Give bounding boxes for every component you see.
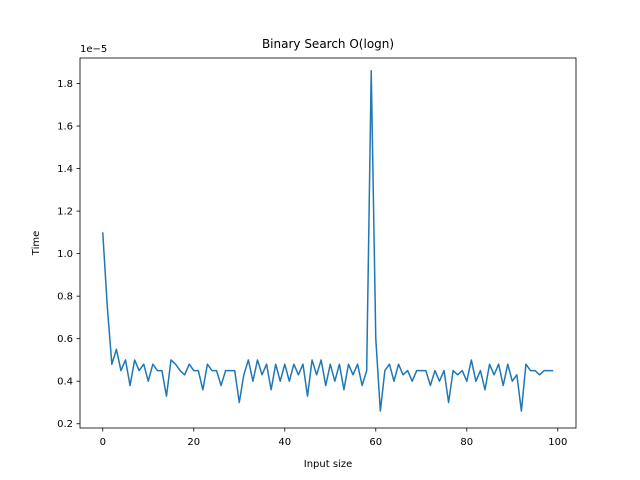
y-tick-label: 1.0 xyxy=(57,249,73,260)
x-tick-label: 0 xyxy=(100,437,106,448)
y-tick-label: 0.6 xyxy=(57,334,73,345)
x-tick-label: 60 xyxy=(369,437,382,448)
series-line xyxy=(102,70,554,412)
y-tick-label: 1.6 xyxy=(57,122,73,133)
y-tick-label: 1.8 xyxy=(57,79,73,90)
x-tick-label: 80 xyxy=(460,437,473,448)
x-axis-label: Input size xyxy=(304,459,352,470)
y-tick-label: 1.2 xyxy=(57,207,73,218)
y-tick-label: 0.8 xyxy=(57,292,73,303)
series-group xyxy=(102,70,554,412)
x-tick-label: 40 xyxy=(278,437,291,448)
x-tick-label: 20 xyxy=(187,437,200,448)
y-axis-label: Time xyxy=(31,231,42,256)
chart-title: Binary Search O(logn) xyxy=(262,37,394,51)
y-tick-label: 1.4 xyxy=(57,164,73,175)
y-tick-label: 0.2 xyxy=(57,419,73,430)
plot-frame xyxy=(79,57,577,429)
axis-ticks: 0 20 40 60 80 100 0.2 0.4 0.6 0.8 1.0 1.2 1.4 1.6 1.8 xyxy=(57,79,567,448)
x-tick-label: 100 xyxy=(548,437,567,448)
y-offset-label: 1e−5 xyxy=(80,44,107,55)
y-tick-label: 0.4 xyxy=(57,377,73,388)
